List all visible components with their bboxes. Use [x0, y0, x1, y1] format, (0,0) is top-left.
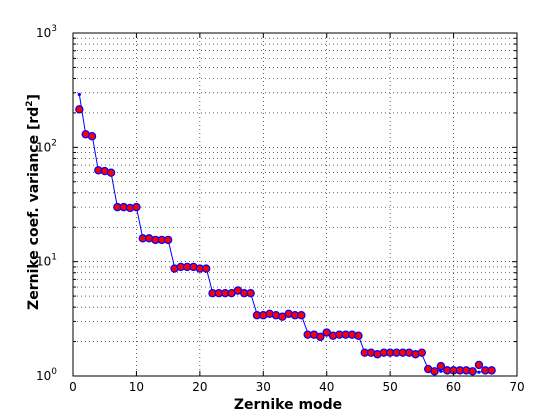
- y-axis-label: Zernike coef. variance [rd2]: [25, 94, 42, 310]
- red-data-point: [246, 288, 255, 298]
- red-data-point: [417, 348, 427, 357]
- red-data-point: [163, 235, 173, 245]
- x-tick-label: 30: [256, 380, 271, 394]
- x-tick-label: 20: [192, 380, 207, 394]
- red-data-point: [297, 311, 306, 320]
- x-tick-label: 10: [129, 380, 144, 394]
- red-data-point: [487, 366, 496, 375]
- x-tick-label: 70: [509, 380, 524, 394]
- blue-data-point: [439, 369, 443, 373]
- red-data-point: [322, 328, 331, 337]
- y-tick-label: 102: [36, 138, 57, 154]
- y-tick-label: 101: [36, 253, 57, 269]
- y-tick-label: 100: [36, 367, 57, 383]
- data-markers: [75, 92, 496, 376]
- blue-data-point: [77, 92, 81, 97]
- y-axis-label-suffix: ]: [26, 94, 42, 100]
- x-axis-label: Zernike mode: [234, 397, 342, 413]
- red-data-point: [468, 367, 477, 376]
- red-data-point: [132, 202, 141, 212]
- axes-box: [72, 32, 518, 377]
- x-tick-label: 50: [383, 380, 398, 394]
- red-data-point: [436, 361, 446, 371]
- y-tick-label: 103: [36, 24, 57, 40]
- x-tick-label: 0: [69, 380, 77, 394]
- blue-data-point: [477, 370, 481, 374]
- tick-labels: 0 10 20 30 40 50 60 70 100 101 102 103: [36, 24, 525, 394]
- x-tick-label: 40: [319, 380, 334, 394]
- red-data-point: [354, 331, 363, 340]
- red-data-point: [316, 332, 325, 342]
- red-data-point: [87, 132, 97, 141]
- red-data-point: [106, 168, 116, 177]
- x-tick-label: 60: [446, 380, 461, 394]
- y-axis-label-superscript: 2: [25, 100, 35, 106]
- axis-ticks: [72, 32, 518, 377]
- red-data-point: [474, 360, 484, 370]
- red-data-point: [201, 264, 211, 273]
- y-axis-label-prefix: Zernike coef. variance [rd: [26, 107, 42, 310]
- red-data-point: [430, 367, 439, 376]
- red-data-point: [75, 105, 84, 114]
